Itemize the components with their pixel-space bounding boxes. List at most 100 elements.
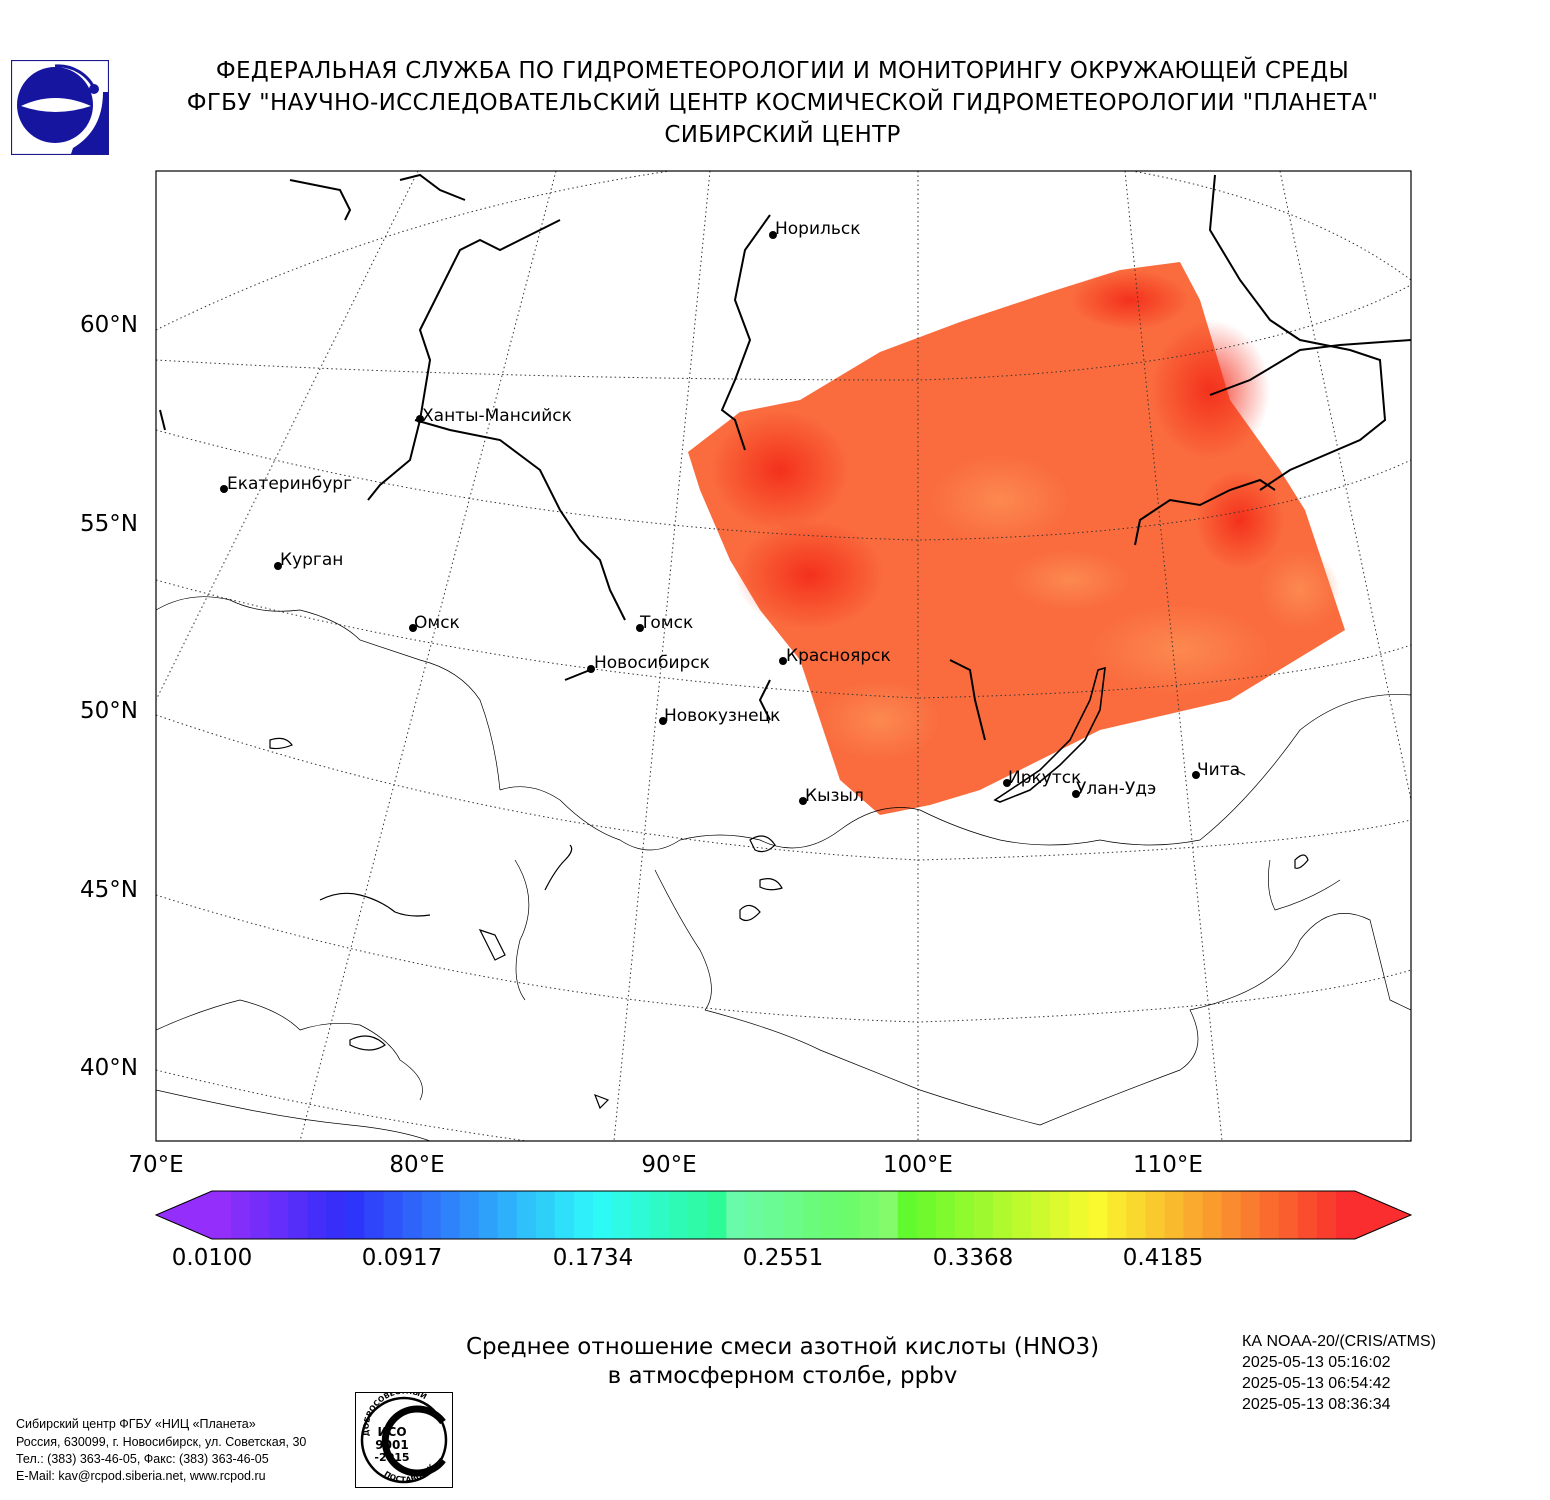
borders: [156, 596, 1411, 1141]
colorbar-tick-1: 0.0917: [361, 1245, 443, 1271]
colorbar-bin: [288, 1191, 308, 1239]
org-phone: Тел.: (383) 363-46-05, Факс: (383) 363-4…: [16, 1452, 269, 1466]
colorbar-bin: [935, 1191, 956, 1239]
lakes: [269, 737, 1309, 1110]
city-marker-novokuznetsk: [659, 717, 667, 725]
lake-baikal: [993, 666, 1106, 803]
colorbar-bin: [402, 1191, 423, 1239]
map-frame: [155, 170, 1412, 1142]
city-label-kurgan: Курган: [280, 550, 343, 570]
planeta-logo: [11, 60, 109, 155]
city-marker-kyzyl: [799, 797, 807, 805]
colorbar-bin: [840, 1191, 861, 1239]
colorbar-bin: [612, 1191, 632, 1239]
colorbar-bin: [1278, 1191, 1299, 1239]
colorbar-bin: [516, 1191, 537, 1239]
colorbar-tick-4: 0.3368: [932, 1245, 1014, 1271]
city-marker-omsk: [409, 624, 417, 632]
pass-time-2: 2025-05-13 06:54:42: [1242, 1375, 1391, 1392]
colorbar-bin: [364, 1191, 385, 1239]
city-label-yekaterinburg: Екатеринбург: [227, 474, 352, 494]
colorbar-bin: [535, 1191, 556, 1239]
pass-time-1: 2025-05-13 05:16:02: [1242, 1354, 1391, 1371]
iso-9001-badge: ДОБРОСОВЕСТНЫЙ ПОСТАВЩИК ИСО 9001 -2015: [355, 1392, 453, 1488]
header-line-3: СИБИРСКИЙ ЦЕНТР: [664, 122, 901, 148]
city-marker-norilsk: [769, 231, 777, 239]
colorbar-bin: [993, 1191, 1013, 1239]
org-address: Россия, 630099, г. Новосибирск, ул. Сове…: [16, 1435, 307, 1449]
colorbar-bin: [1107, 1191, 1127, 1239]
lon-label-90: 90°E: [641, 1152, 697, 1178]
colorbar-bin: [726, 1191, 746, 1239]
colorbar-bin: [783, 1191, 804, 1239]
colorbar-bin: [688, 1191, 708, 1239]
colorbar-bin: [916, 1191, 937, 1239]
colorbar-bin: [802, 1191, 823, 1239]
colorbar-bin: [573, 1191, 594, 1239]
header-line-2: ФГБУ "НАУЧНО-ИССЛЕДОВАТЕЛЬСКИЙ ЦЕНТР КОС…: [186, 90, 1379, 116]
colorbar-bin: [383, 1191, 404, 1239]
colorbar-bin: [326, 1191, 346, 1239]
colorbar-bin: [1316, 1191, 1337, 1239]
colorbar-bin: [497, 1191, 518, 1239]
city-marker-tomsk: [636, 624, 644, 632]
city-label-norilsk: Норильск: [775, 219, 861, 239]
hno3-swath: [688, 262, 1345, 815]
colorbar-bin: [897, 1191, 918, 1239]
iso-year: -2015: [374, 1451, 409, 1464]
colorbar-tick-0: 0.0100: [171, 1245, 253, 1271]
satellite-name: КА NOAA-20/(CRIS/ATMS): [1242, 1333, 1436, 1350]
city-label-krasnoyarsk: Красноярск: [786, 646, 891, 666]
lon-label-100: 100°E: [883, 1152, 953, 1178]
lat-label-50: 50°N: [80, 698, 138, 724]
city-label-khanty-mansiysk: Ханты-Мансийск: [422, 406, 572, 426]
graticule: [156, 171, 1411, 1141]
iso-label: ИСО: [377, 1425, 406, 1439]
colorbar-bin: [421, 1191, 442, 1239]
pass-time-3: 2025-05-13 08:36:34: [1242, 1396, 1391, 1413]
lat-label-45: 45°N: [80, 877, 138, 903]
colorbar-bin: [593, 1191, 613, 1239]
city-label-chita: Чита: [1197, 760, 1240, 780]
colorbar-bins: [156, 1191, 1411, 1239]
colorbar-bin: [1183, 1191, 1204, 1239]
colorbar-bin: [707, 1191, 727, 1239]
colorbar-bin: [1012, 1191, 1032, 1239]
colorbar-bin: [307, 1191, 327, 1239]
colorbar-min-extend: [156, 1191, 212, 1239]
caption-line-2: в атмосферном столбе, ppbv: [607, 1363, 958, 1389]
header-line-1: ФЕДЕРАЛЬНАЯ СЛУЖБА ПО ГИДРОМЕТЕОРОЛОГИИ …: [215, 58, 1350, 84]
city-label-novokuznetsk: Новокузнецк: [664, 706, 780, 726]
colorbar-bin: [859, 1191, 880, 1239]
lat-label-60: 60°N: [80, 312, 138, 338]
colorbar-bin: [1050, 1191, 1070, 1239]
city-marker-chita: [1192, 771, 1200, 779]
colorbar-bin: [1088, 1191, 1108, 1239]
colorbar-bin: [1069, 1191, 1089, 1239]
colorbar-bin: [1145, 1191, 1166, 1239]
colorbar-bin: [878, 1191, 899, 1239]
iso-number: 9001: [375, 1438, 408, 1452]
colorbar-bin: [1259, 1191, 1280, 1239]
colorbar-bin: [478, 1191, 499, 1239]
colorbar-bin: [1221, 1191, 1242, 1239]
city-marker-krasnoyarsk: [779, 657, 787, 665]
lat-label-55: 55°N: [80, 511, 138, 537]
colorbar-bin: [231, 1191, 251, 1239]
colorbar-bin: [954, 1191, 975, 1239]
lon-label-110: 110°E: [1133, 1152, 1203, 1178]
city-label-ulan-ude: Улан-Удэ: [1076, 779, 1156, 799]
city-marker-irkutsk: [1003, 779, 1011, 787]
colorbar-bin: [974, 1191, 994, 1239]
city-label-omsk: Омск: [414, 613, 460, 633]
colorbar-bin: [1240, 1191, 1261, 1239]
city-labels: Норильск Ханты-Мансийск Екатеринбург Кур…: [227, 219, 1240, 806]
city-label-kyzyl: Кызыл: [805, 786, 864, 806]
colorbar-tick-2: 0.1734: [552, 1245, 634, 1271]
colorbar-bin: [764, 1191, 785, 1239]
hno3-map: Норильск Ханты-Мансийск Екатеринбург Кур…: [155, 170, 1412, 1142]
colorbar-bin: [250, 1191, 270, 1239]
lat-label-40: 40°N: [80, 1055, 138, 1081]
colorbar-bin: [1202, 1191, 1223, 1239]
city-markers: [220, 231, 1200, 805]
